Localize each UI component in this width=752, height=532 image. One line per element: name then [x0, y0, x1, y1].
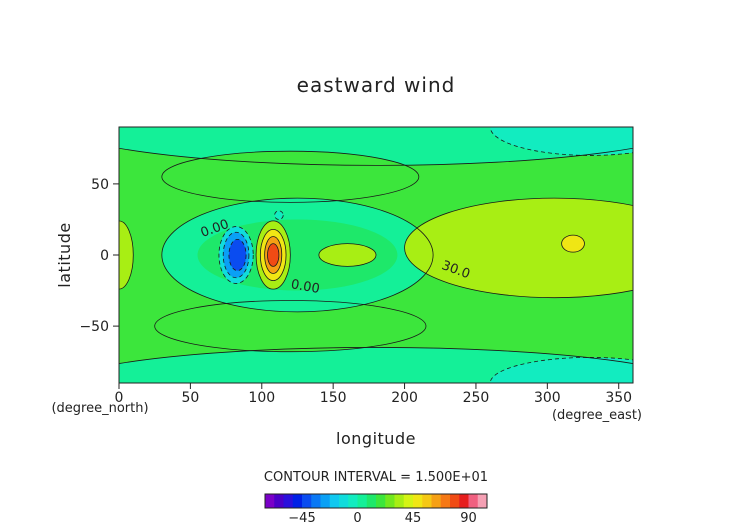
contour-line: [318, 243, 377, 267]
colorbar-swatch: [450, 494, 460, 508]
x-tick-label: 100: [248, 390, 275, 406]
colorbar-tick-label: 0: [353, 511, 361, 526]
colorbar-swatch: [459, 494, 469, 508]
contour-line: [154, 300, 427, 353]
colorbar-swatch: [394, 494, 405, 508]
colorbar-tick-label: 45: [405, 511, 422, 526]
contour-line-layer: [119, 127, 633, 383]
small-minimum: [274, 210, 284, 220]
central-pocket: [318, 243, 376, 267]
north-polar-easterlies: [490, 127, 633, 156]
contour-line: [404, 197, 633, 299]
contour-line: [228, 238, 247, 272]
y-tick-label: 0: [100, 248, 109, 264]
colorbar-swatch: [376, 494, 386, 508]
colorbar-swatch: [292, 494, 303, 508]
contour-line: [218, 226, 254, 284]
x-tick-label: 50: [181, 390, 199, 406]
eastern-maximum: [561, 235, 585, 253]
contour-line: [264, 236, 283, 274]
contour-label: 0.00: [290, 277, 321, 297]
colorbar-tick-label: 90: [460, 511, 477, 526]
colorbar-swatch: [357, 494, 368, 508]
x-tick-label: 0: [115, 390, 124, 406]
y-axis-label: latitude: [55, 222, 74, 287]
colorbar-swatch: [477, 494, 488, 508]
contour-interval-label: CONTOUR INTERVAL = 1.500E+01: [264, 470, 488, 485]
maximum-core: [267, 243, 279, 267]
contour-line: [161, 197, 434, 313]
south-polar-easterlies: [490, 357, 633, 383]
chart-title: eastward wind: [297, 73, 456, 97]
x-units-label: (degree_east): [552, 408, 642, 423]
colorbar-swatch: [339, 494, 349, 508]
contour-line: [561, 234, 585, 253]
y-tick-label: −50: [79, 319, 109, 335]
x-tick-label: 250: [463, 390, 490, 406]
colorbar-swatch: [283, 494, 294, 508]
contour-line: [222, 231, 250, 279]
colorbar-swatch: [366, 494, 377, 508]
x-tick-label: 350: [605, 390, 632, 406]
colorbar-swatch: [413, 494, 423, 508]
colorbar-swatch: [302, 494, 312, 508]
colorbar-swatch: [348, 494, 358, 508]
colorbar-tick-label: −45: [288, 511, 315, 526]
colorbar-swatch: [431, 494, 442, 508]
colorbar-swatch: [329, 494, 340, 508]
x-axis-label: longitude: [336, 429, 416, 448]
contour-line: [119, 147, 633, 166]
contour-line: [267, 243, 280, 267]
minimum-core: [228, 239, 247, 271]
x-tick-label: 200: [391, 390, 418, 406]
western-edge: [119, 220, 134, 290]
eastern-plateau: [404, 198, 633, 298]
colorbar-swatch: [440, 494, 451, 508]
contour-line: [274, 210, 284, 220]
x-tick-label: 300: [534, 390, 561, 406]
contour-line: [255, 220, 291, 290]
colorbar-swatch: [403, 494, 414, 508]
contour-line: [259, 229, 287, 282]
colorbar-swatch: [422, 494, 432, 508]
colorbar-border: [264, 493, 488, 509]
colorbar-swatch: [320, 494, 331, 508]
x-tick-label: 150: [320, 390, 347, 406]
colorbar-swatch: [311, 494, 321, 508]
contour-line: [161, 150, 420, 203]
colorbar-swatch: [468, 494, 479, 508]
contour-line: [119, 347, 633, 364]
y-axis: −50 0 50: [79, 177, 119, 335]
northern-jet: [161, 151, 419, 203]
colorbar-swatch: [265, 494, 275, 508]
colorbar-swatch: [274, 494, 284, 508]
southern-jet: [154, 300, 426, 352]
contour-line: [119, 220, 134, 290]
contour-line: [489, 127, 633, 156]
colorbar: −45 0 45 90: [264, 493, 488, 526]
x-axis: 0 50 100 150 200 250 300 350: [115, 383, 632, 406]
y-tick-label: 50: [91, 177, 109, 193]
y-units-label: (degree_north): [51, 401, 148, 416]
colorbar-swatch: [385, 494, 395, 508]
